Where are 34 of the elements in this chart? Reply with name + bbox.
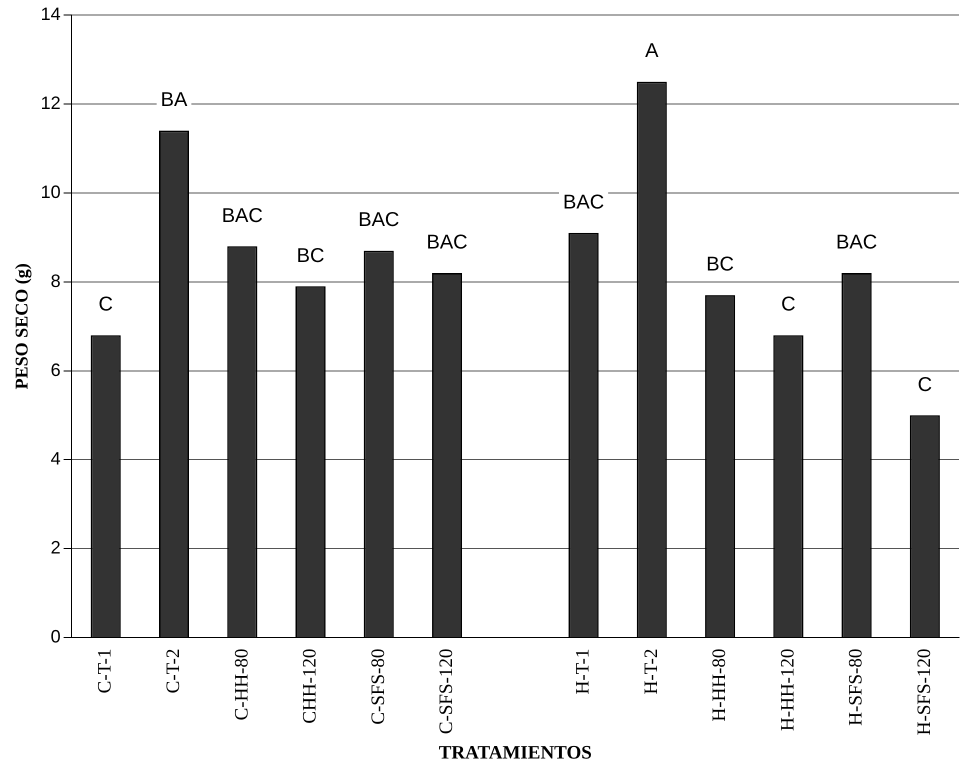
x-tick-label: CHH-120: [300, 648, 321, 724]
y-tick-label: 6: [50, 360, 61, 380]
x-tick-label: C-HH-80: [231, 648, 252, 720]
y-tick-label: 8: [50, 270, 61, 291]
data-label: BA: [160, 89, 188, 112]
x-axis-title: TRATAMIENTOS: [438, 742, 592, 764]
y-tick-label: 0: [50, 626, 61, 647]
y-tick-label: 4: [50, 448, 61, 469]
x-tick-label: C-T-1: [94, 648, 116, 694]
x-tick-label: H-SFS-120: [914, 648, 935, 736]
data-label: BAC: [836, 231, 878, 254]
y-tick-label: 10: [40, 182, 61, 202]
data-label: BC: [706, 254, 734, 276]
data-label: C: [918, 374, 932, 396]
data-label: C: [781, 294, 796, 316]
y-tick-label: 14: [40, 4, 61, 24]
data-label: BAC: [222, 204, 263, 227]
y-axis-title: PESO SECO (g): [11, 263, 32, 390]
y-tick-label: 2: [50, 538, 61, 558]
x-tick-label: C-T-2: [162, 648, 184, 694]
x-tick-label: H-HH-120: [777, 648, 798, 731]
x-tick-label: H-T-2: [640, 648, 662, 694]
data-label: BAC: [563, 191, 604, 214]
data-label: C: [98, 294, 113, 316]
data-label: BAC: [426, 231, 468, 254]
x-tick-label: C-SFS-80: [368, 648, 389, 725]
x-tick-label: H-HH-80: [709, 648, 730, 722]
data-label: BC: [296, 244, 324, 267]
x-tick-label: C-SFS-120: [436, 648, 458, 734]
data-label: A: [645, 40, 660, 62]
y-tick-label: 12: [40, 92, 61, 113]
x-tick-label: H-SFS-80: [846, 648, 867, 726]
x-tick-label: H-T-1: [572, 648, 594, 694]
data-label: BAC: [358, 209, 400, 232]
